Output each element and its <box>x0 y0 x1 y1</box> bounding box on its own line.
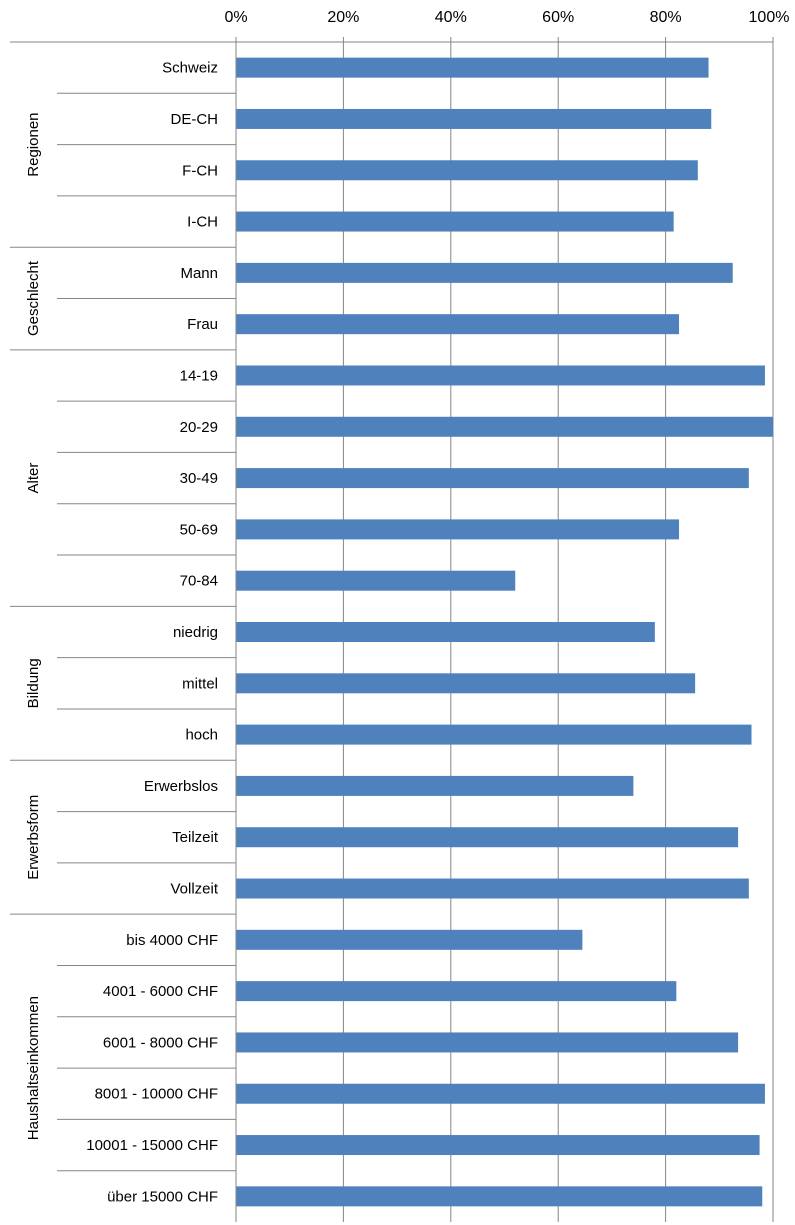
category-label: 70-84 <box>180 573 218 590</box>
category-label: 50-69 <box>180 521 218 538</box>
x-tick-label: 60% <box>542 9 574 26</box>
bar <box>236 622 655 642</box>
x-tick-label: 0% <box>224 9 247 26</box>
bar <box>236 519 680 540</box>
category-labels: Schweiz DE-CH F-CH I-CH Mann Frau 14-19 20-29 30… <box>86 60 219 1206</box>
x-tick-label: 20% <box>327 9 359 26</box>
category-label: 8001 - 10000 CHF <box>95 1086 218 1103</box>
category-label: mittel <box>182 675 218 692</box>
category-label: über 15000 CHF <box>107 1188 218 1205</box>
group-labels: Regionen Geschlecht Alter Bildung Erwerbsfor… <box>25 112 42 1140</box>
category-label: hoch <box>185 727 218 744</box>
bar <box>236 827 739 848</box>
category-label: Frau <box>187 316 218 333</box>
bar <box>236 981 677 1002</box>
bar <box>236 570 516 591</box>
category-label: 4001 - 6000 CHF <box>103 983 218 1000</box>
bar <box>236 1186 763 1207</box>
x-tick-label: 80% <box>650 9 682 26</box>
bar <box>236 673 696 694</box>
group-label: Haushaltseinkommen <box>25 996 42 1140</box>
group-label: Bildung <box>25 658 42 708</box>
bar <box>236 1083 765 1104</box>
category-label: I-CH <box>187 214 218 231</box>
bar <box>236 878 749 899</box>
bar <box>236 160 698 181</box>
category-label: 30-49 <box>180 470 218 487</box>
bar <box>236 262 733 283</box>
category-label: Mann <box>180 265 218 282</box>
category-label: 6001 - 8000 CHF <box>103 1034 218 1051</box>
bar <box>236 929 583 950</box>
bar <box>236 365 765 386</box>
category-label: F-CH <box>182 162 218 179</box>
x-tick-label: 40% <box>435 9 467 26</box>
category-label: 10001 - 15000 CHF <box>86 1137 218 1154</box>
category-label: Erwerbslos <box>144 778 218 795</box>
group-label: Regionen <box>25 112 42 176</box>
category-label: Schweiz <box>162 60 218 77</box>
bar <box>236 724 752 745</box>
category-label: DE-CH <box>171 111 219 128</box>
bar <box>236 468 749 489</box>
bars <box>236 57 773 1207</box>
bar <box>236 211 674 232</box>
group-label: Alter <box>25 463 42 494</box>
axis-frame <box>10 41 773 1172</box>
category-label: Teilzeit <box>172 829 219 846</box>
x-axis-ticks: 0% 20% 40% 60% 80% 100% <box>224 9 789 26</box>
bar <box>236 108 712 129</box>
bar <box>236 416 773 437</box>
bar <box>236 314 680 335</box>
group-label: Erwerbsform <box>25 795 42 880</box>
category-label: niedrig <box>173 624 218 641</box>
bar <box>236 1135 760 1156</box>
x-tick-label: 100% <box>749 9 790 26</box>
bar <box>236 1032 739 1053</box>
category-label: 14-19 <box>180 367 218 384</box>
group-label: Geschlecht <box>25 260 42 336</box>
category-label: bis 4000 CHF <box>126 932 218 949</box>
category-label: 20-29 <box>180 419 218 436</box>
bar <box>236 57 709 78</box>
category-label: Vollzeit <box>170 881 218 898</box>
bar <box>236 775 634 796</box>
